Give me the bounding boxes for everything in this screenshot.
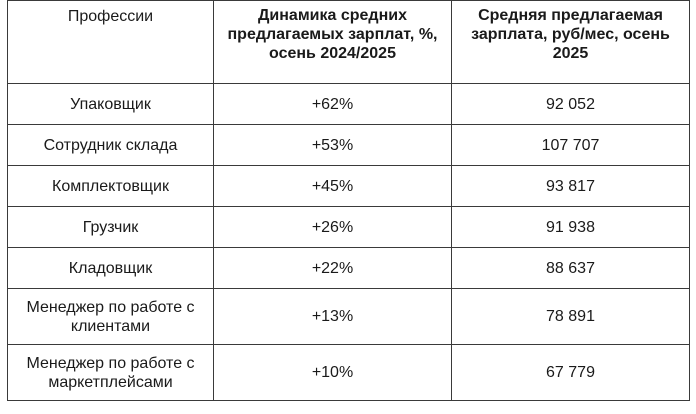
profession-cell: Менеджер по работе с клиентами (7, 288, 214, 345)
dynamics-cell: +45% (213, 165, 452, 207)
salary-table: Профессии Динамика средних предлагаемых … (7, 0, 690, 401)
salary-cell: 93 817 (451, 165, 690, 207)
salary-cell: 88 637 (451, 247, 690, 289)
header-profession: Профессии (7, 0, 214, 84)
profession-cell: Сотрудник склада (7, 124, 214, 166)
table-row: Комплектовщик +45% 93 817 (7, 165, 690, 207)
header-row: Профессии Динамика средних предлагаемых … (7, 0, 690, 84)
profession-cell: Грузчик (7, 206, 214, 248)
profession-cell: Упаковщик (7, 83, 214, 125)
table-row: Менеджер по работе с клиентами +13% 78 8… (7, 288, 690, 345)
table-row: Кладовщик +22% 88 637 (7, 247, 690, 289)
salary-cell: 107 707 (451, 124, 690, 166)
dynamics-cell: +10% (213, 344, 452, 401)
header-average-salary: Средняя предлагаемая зарплата, руб/мес, … (451, 0, 690, 84)
dynamics-cell: +22% (213, 247, 452, 289)
salary-cell: 92 052 (451, 83, 690, 125)
profession-cell: Кладовщик (7, 247, 214, 289)
table-row: Грузчик +26% 91 938 (7, 206, 690, 248)
profession-cell: Менеджер по работе с маркетплейсами (7, 344, 214, 401)
dynamics-cell: +26% (213, 206, 452, 248)
salary-cell: 67 779 (451, 344, 690, 401)
profession-cell: Комплектовщик (7, 165, 214, 207)
dynamics-cell: +13% (213, 288, 452, 345)
salary-cell: 91 938 (451, 206, 690, 248)
table-row: Сотрудник склада +53% 107 707 (7, 124, 690, 166)
header-salary-dynamics: Динамика средних предлагаемых зарплат, %… (213, 0, 452, 84)
dynamics-cell: +53% (213, 124, 452, 166)
table-row: Менеджер по работе с маркетплейсами +10%… (7, 344, 690, 401)
salary-cell: 78 891 (451, 288, 690, 345)
table-row: Упаковщик +62% 92 052 (7, 83, 690, 125)
dynamics-cell: +62% (213, 83, 452, 125)
